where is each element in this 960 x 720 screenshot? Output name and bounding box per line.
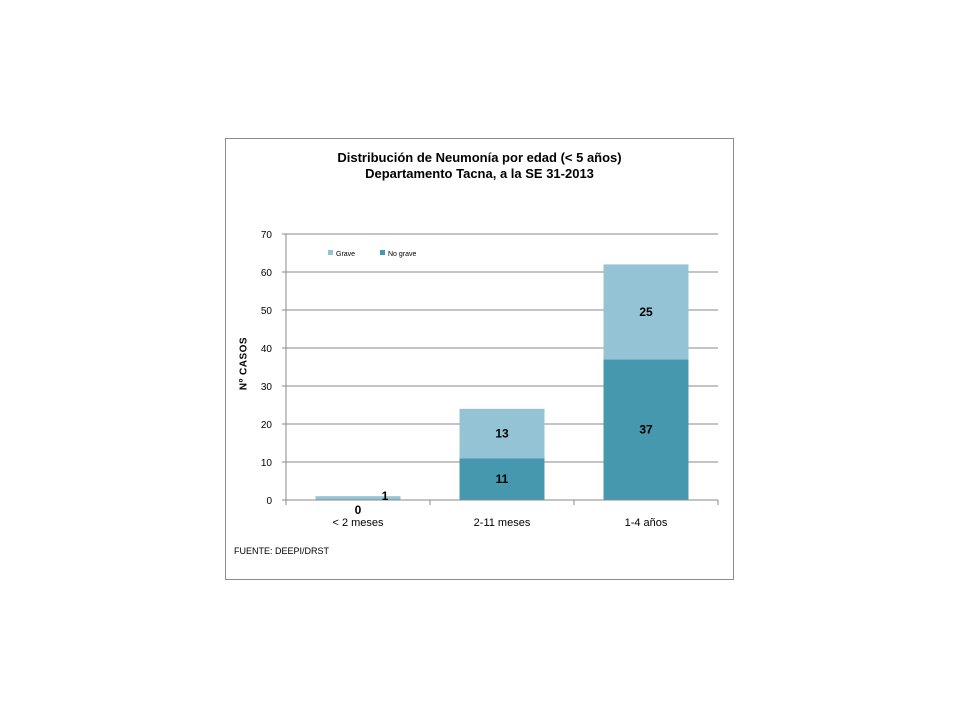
source-note: FUENTE: DEEPI/DRST bbox=[234, 546, 330, 556]
y-tick-label: 50 bbox=[261, 306, 273, 317]
bar-grave bbox=[459, 408, 545, 459]
data-label: 0 bbox=[355, 503, 362, 517]
chart-title: Distribución de Neumonía por edad (< 5 a… bbox=[337, 150, 622, 165]
legend-label: No grave bbox=[388, 251, 417, 258]
data-label: 37 bbox=[639, 423, 653, 437]
data-label: 13 bbox=[495, 427, 509, 441]
bars bbox=[315, 264, 689, 500]
legend-swatch bbox=[380, 250, 385, 255]
y-tick-label: 70 bbox=[261, 230, 273, 241]
y-tick-label: 20 bbox=[261, 420, 273, 431]
data-label: 25 bbox=[639, 305, 653, 319]
bar-grave bbox=[315, 496, 401, 500]
y-tick-label: 30 bbox=[261, 382, 273, 393]
bar-no-grave bbox=[603, 359, 689, 500]
chart-subtitle: Departamento Tacna, a la SE 31-2013 bbox=[365, 166, 594, 181]
chart-title-block: Distribución de Neumonía por edad (< 5 a… bbox=[226, 150, 733, 182]
y-tick-label: 10 bbox=[261, 458, 273, 469]
data-label: 1 bbox=[382, 489, 389, 503]
x-tick-label: 1-4 años bbox=[625, 517, 668, 529]
x-tick-label: < 2 meses bbox=[332, 517, 384, 529]
labels: 0 10 20 30 40 50 60 70 0 1 < 2 meses 11 13 2-11 meses… bbox=[261, 230, 668, 529]
axes bbox=[282, 233, 719, 505]
legend: Grave No grave bbox=[328, 250, 417, 258]
y-tick-label: 60 bbox=[261, 268, 273, 279]
data-label: 11 bbox=[496, 472, 509, 486]
bar-no-grave bbox=[459, 458, 545, 500]
y-tick-label: 40 bbox=[261, 344, 273, 355]
x-tick-label: 2-11 meses bbox=[474, 517, 531, 529]
bar-grave bbox=[603, 264, 689, 360]
legend-label: Grave bbox=[336, 251, 355, 258]
legend-swatch bbox=[328, 250, 333, 255]
y-tick-label: 0 bbox=[266, 496, 272, 507]
